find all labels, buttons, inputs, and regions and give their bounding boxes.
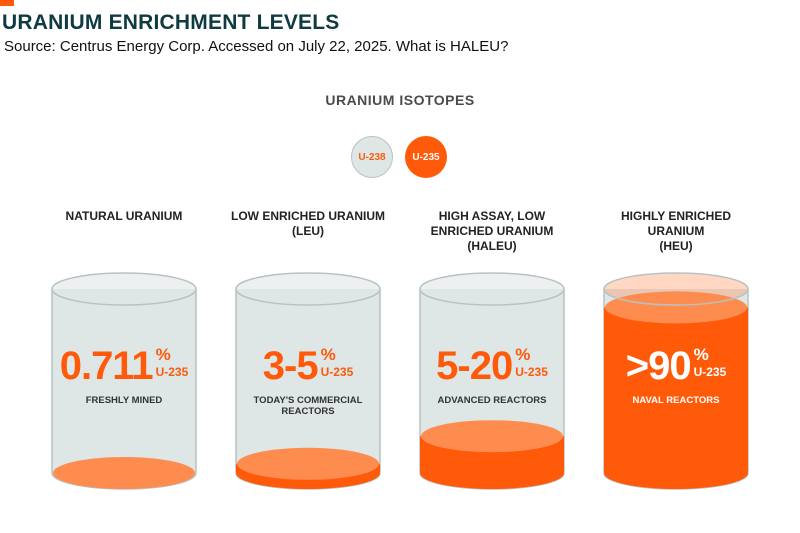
cylinder-heu [603, 272, 749, 490]
value-number: 0.711 [59, 344, 154, 388]
level-label-haleu: HIGH ASSAY, LOW ENRICHED URANIUM (HALEU) [430, 209, 554, 253]
cylinder-haleu [419, 272, 565, 490]
level-label-heu: HIGHLY ENRICHED URANIUM (HEU) [620, 209, 732, 253]
level-value-haleu: 5-20 % U-235 [418, 342, 566, 390]
level-value-heu: >90 % U-235 [602, 342, 750, 390]
liquid-surface [53, 457, 195, 489]
percent-sign: % [515, 345, 531, 364]
cylinder-rim [419, 272, 565, 306]
value-number: 5-20 [436, 344, 513, 388]
liquid-surface [605, 291, 747, 324]
level-desc-natural: FRESHLY MINED [85, 395, 163, 406]
isotope-tag: U-235 [155, 365, 189, 379]
level-value-natural: 0.711 % U-235 [50, 342, 198, 390]
legend-u238: U-238 [351, 136, 393, 178]
level-desc-haleu: ADVANCED REACTORS [437, 395, 547, 406]
value-number: 3-5 [262, 344, 319, 388]
legend-u235: U-235 [405, 136, 447, 178]
level-desc-heu: NAVAL REACTORS [632, 395, 720, 406]
level-desc-leu: TODAY'S COMMERCIAL REACTORS [253, 395, 363, 417]
cylinder-rim [603, 272, 749, 306]
level-value-leu: 3-5 % U-235 [234, 342, 382, 390]
cylinder-leu [235, 272, 381, 490]
page-title: URANIUM ENRICHMENT LEVELS [2, 11, 340, 34]
isotope-tag: U-235 [320, 365, 354, 379]
cylinder-rim [51, 272, 197, 306]
liquid-surface [421, 420, 563, 453]
level-label-leu: LOW ENRICHED URANIUM (LEU) [231, 209, 385, 238]
liquid-surface [237, 447, 379, 480]
level-label-natural: NATURAL URANIUM [65, 209, 183, 223]
liquid-body [604, 307, 748, 489]
cylinder-rim [235, 272, 381, 306]
value-number: >90 [625, 344, 692, 388]
isotope-tag: U-235 [515, 365, 548, 379]
percent-sign: % [155, 345, 171, 364]
isotopes-heading: URANIUM ISOTOPES [325, 92, 475, 108]
isotope-tag: U-235 [693, 365, 727, 379]
percent-sign: % [693, 345, 709, 364]
percent-sign: % [320, 345, 336, 364]
accent-bar [0, 0, 14, 6]
cylinder-natural [51, 272, 197, 490]
source-note: Source: Centrus Energy Corp. Accessed on… [4, 38, 509, 55]
